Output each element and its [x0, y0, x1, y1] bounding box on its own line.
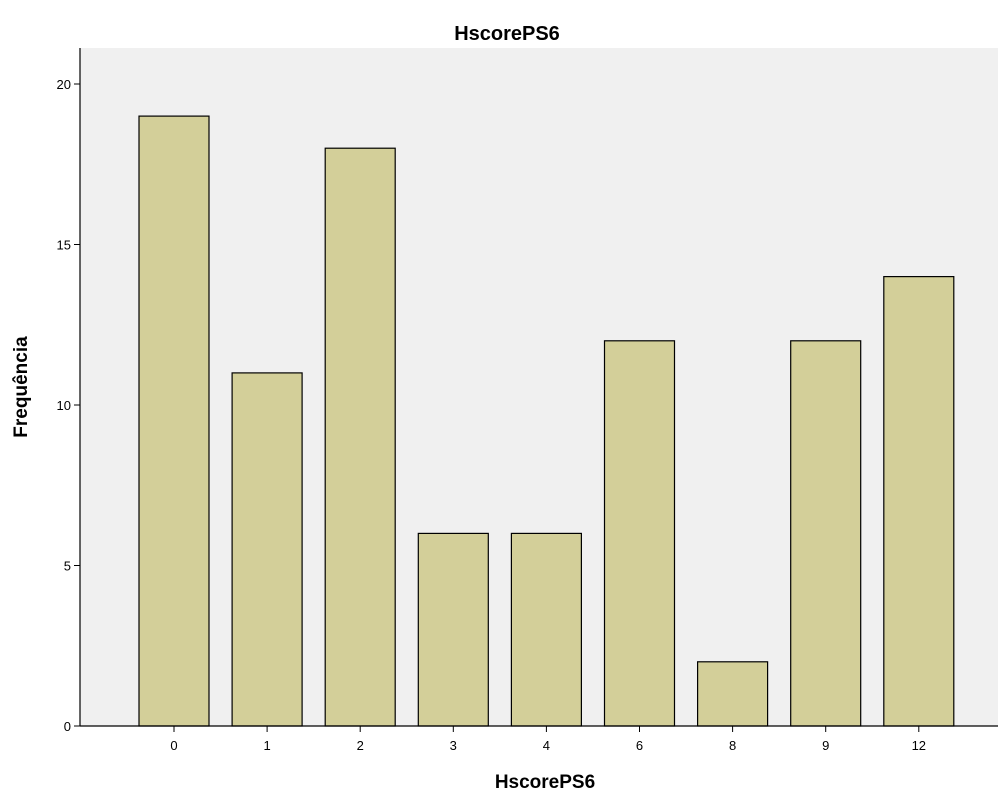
x-axis-label: HscorePS6	[495, 772, 595, 793]
bar-4	[510, 532, 582, 727]
bar-8	[696, 661, 769, 727]
y-tick-label: 0	[64, 719, 71, 734]
bar-3	[417, 532, 489, 727]
bar-12	[883, 276, 955, 727]
bar-2	[324, 147, 396, 727]
x-tick-label: 9	[822, 738, 829, 753]
bar-0	[138, 115, 210, 727]
bars-group	[138, 115, 955, 727]
bar-9	[790, 340, 862, 727]
bar-6	[603, 340, 676, 727]
y-tick-label: 20	[57, 77, 71, 92]
x-tick-label: 2	[357, 738, 364, 753]
bar-1	[231, 372, 303, 727]
x-tick-label: 1	[263, 738, 270, 753]
y-tick-label: 15	[57, 238, 71, 253]
x-tick-label: 8	[729, 738, 736, 753]
chart-title: HscorePS6	[454, 23, 560, 45]
x-tick-label: 3	[450, 738, 457, 753]
y-tick-label: 10	[57, 398, 71, 413]
y-tick-label: 5	[64, 559, 71, 574]
x-tick-label: 4	[543, 738, 550, 753]
y-axis: 0 5 10 15 20	[57, 77, 80, 734]
x-tick-label: 12	[912, 738, 926, 753]
x-axis: 0 1 2 3 4 6 8 9 12	[170, 726, 926, 753]
x-tick-label: 0	[170, 738, 177, 753]
x-tick-label: 6	[636, 738, 643, 753]
y-axis-label: Frequência	[11, 336, 32, 438]
